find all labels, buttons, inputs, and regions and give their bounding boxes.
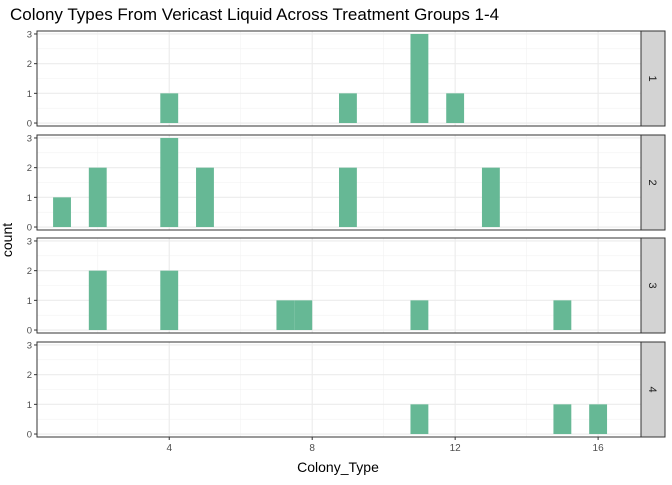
y-tick-label: 1: [27, 400, 32, 411]
histogram-bar: [553, 300, 572, 331]
y-tick-label: 1: [27, 193, 32, 204]
facet-panel-3: 0 1 2 3 3: [27, 236, 666, 337]
y-tick-label: 0: [27, 430, 32, 441]
x-tick-label: 12: [450, 443, 462, 454]
histogram-bar: [53, 197, 71, 228]
x-tick-label: 16: [593, 443, 605, 454]
y-tick-label: 2: [27, 163, 32, 174]
histogram-bar: [553, 404, 572, 435]
x-axis-label: Colony_Type: [297, 459, 379, 475]
y-tick-label: 2: [27, 266, 32, 277]
histogram-bar: [339, 93, 357, 124]
facet-strip: [640, 134, 666, 231]
histogram-bar: [160, 137, 179, 228]
histogram-bar: [410, 300, 429, 331]
histogram-bar: [410, 404, 429, 435]
facet-strip: [640, 30, 666, 127]
histogram-bar: [276, 300, 295, 331]
histogram-bar: [160, 270, 179, 331]
histogram-bar: [410, 33, 429, 124]
y-tick-label: 1: [27, 296, 32, 307]
y-tick-label: 3: [27, 236, 32, 247]
histogram-bar: [88, 167, 107, 228]
y-tick-label: 3: [27, 133, 32, 144]
y-tick-label: 1: [27, 89, 32, 100]
histogram-bar: [294, 300, 313, 331]
histogram-bar: [88, 270, 107, 331]
chart-title: Colony Types From Vericast Liquid Across…: [10, 5, 499, 24]
facet-panel-1: 0 1 2 3 1: [27, 29, 666, 130]
histogram-bar: [196, 167, 214, 228]
facet-strip: [640, 341, 666, 438]
facet-strip-label: 3: [646, 282, 658, 288]
x-tick-label: 4: [166, 443, 172, 454]
x-tick-label: 8: [309, 443, 315, 454]
y-tick-label: 0: [27, 119, 32, 130]
y-tick-label: 0: [27, 223, 32, 234]
facet-strip: [640, 237, 666, 334]
y-tick-label: 3: [27, 29, 32, 40]
histogram-bar: [339, 167, 357, 228]
histogram-bar: [446, 93, 465, 124]
facet-strip-label: 2: [646, 179, 658, 185]
facet-strip-label: 4: [646, 386, 658, 392]
histogram-bar: [481, 167, 500, 228]
y-tick-label: 2: [27, 59, 32, 70]
y-axis-label: count: [0, 223, 15, 257]
facet-strip-label: 1: [646, 75, 658, 81]
y-tick-label: 2: [27, 370, 32, 381]
y-tick-label: 0: [27, 326, 32, 337]
y-tick-label: 3: [27, 340, 32, 351]
histogram-bar: [589, 404, 608, 435]
facet-panel-2: 0 1 2 3 2: [27, 133, 666, 234]
histogram-bar: [160, 93, 179, 124]
